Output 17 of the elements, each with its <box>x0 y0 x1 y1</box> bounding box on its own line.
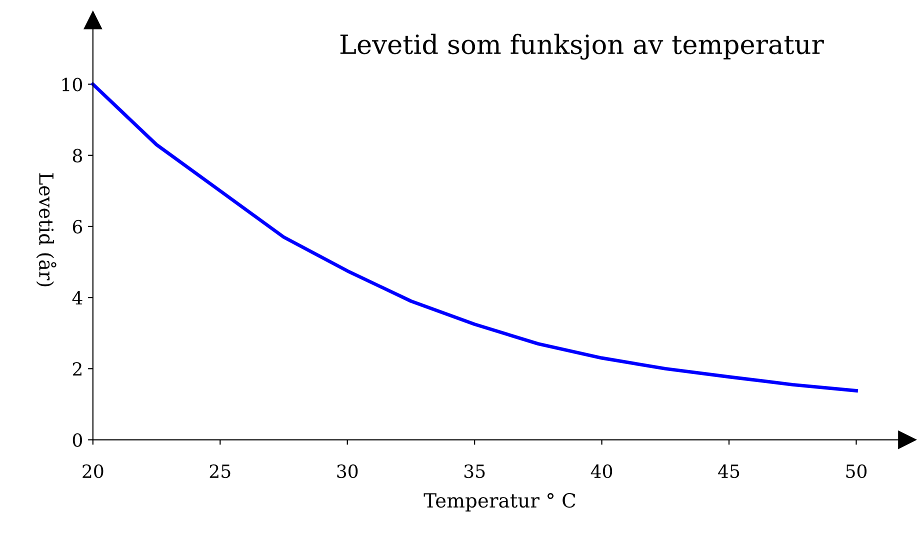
text: Levetid som funksjon av temperatur <box>340 34 824 60</box>
line-series <box>91 82 858 392</box>
y-tick-label: 4 <box>72 291 82 304</box>
x-tick-label: 30 <box>337 464 358 478</box>
y-tick-label: 6 <box>72 220 82 234</box>
y-axis-title: Levetid (år) <box>36 173 56 286</box>
y-tick-label: 0 <box>72 433 82 447</box>
x-tick-label: 50 <box>846 464 867 478</box>
y-tick-label: 8 <box>72 148 82 162</box>
y-tick-label: 2 <box>72 362 82 376</box>
x-tick-label: 25 <box>210 464 230 478</box>
x-tick-label: 40 <box>590 464 612 478</box>
x-tick-label: 20 <box>82 464 104 478</box>
x-tick-label: 35 <box>464 464 485 478</box>
x-tick-label: 45 <box>718 464 740 478</box>
x-axis-title: Temperatur ° C <box>424 493 576 512</box>
y-tick-label: 10 <box>62 78 82 92</box>
